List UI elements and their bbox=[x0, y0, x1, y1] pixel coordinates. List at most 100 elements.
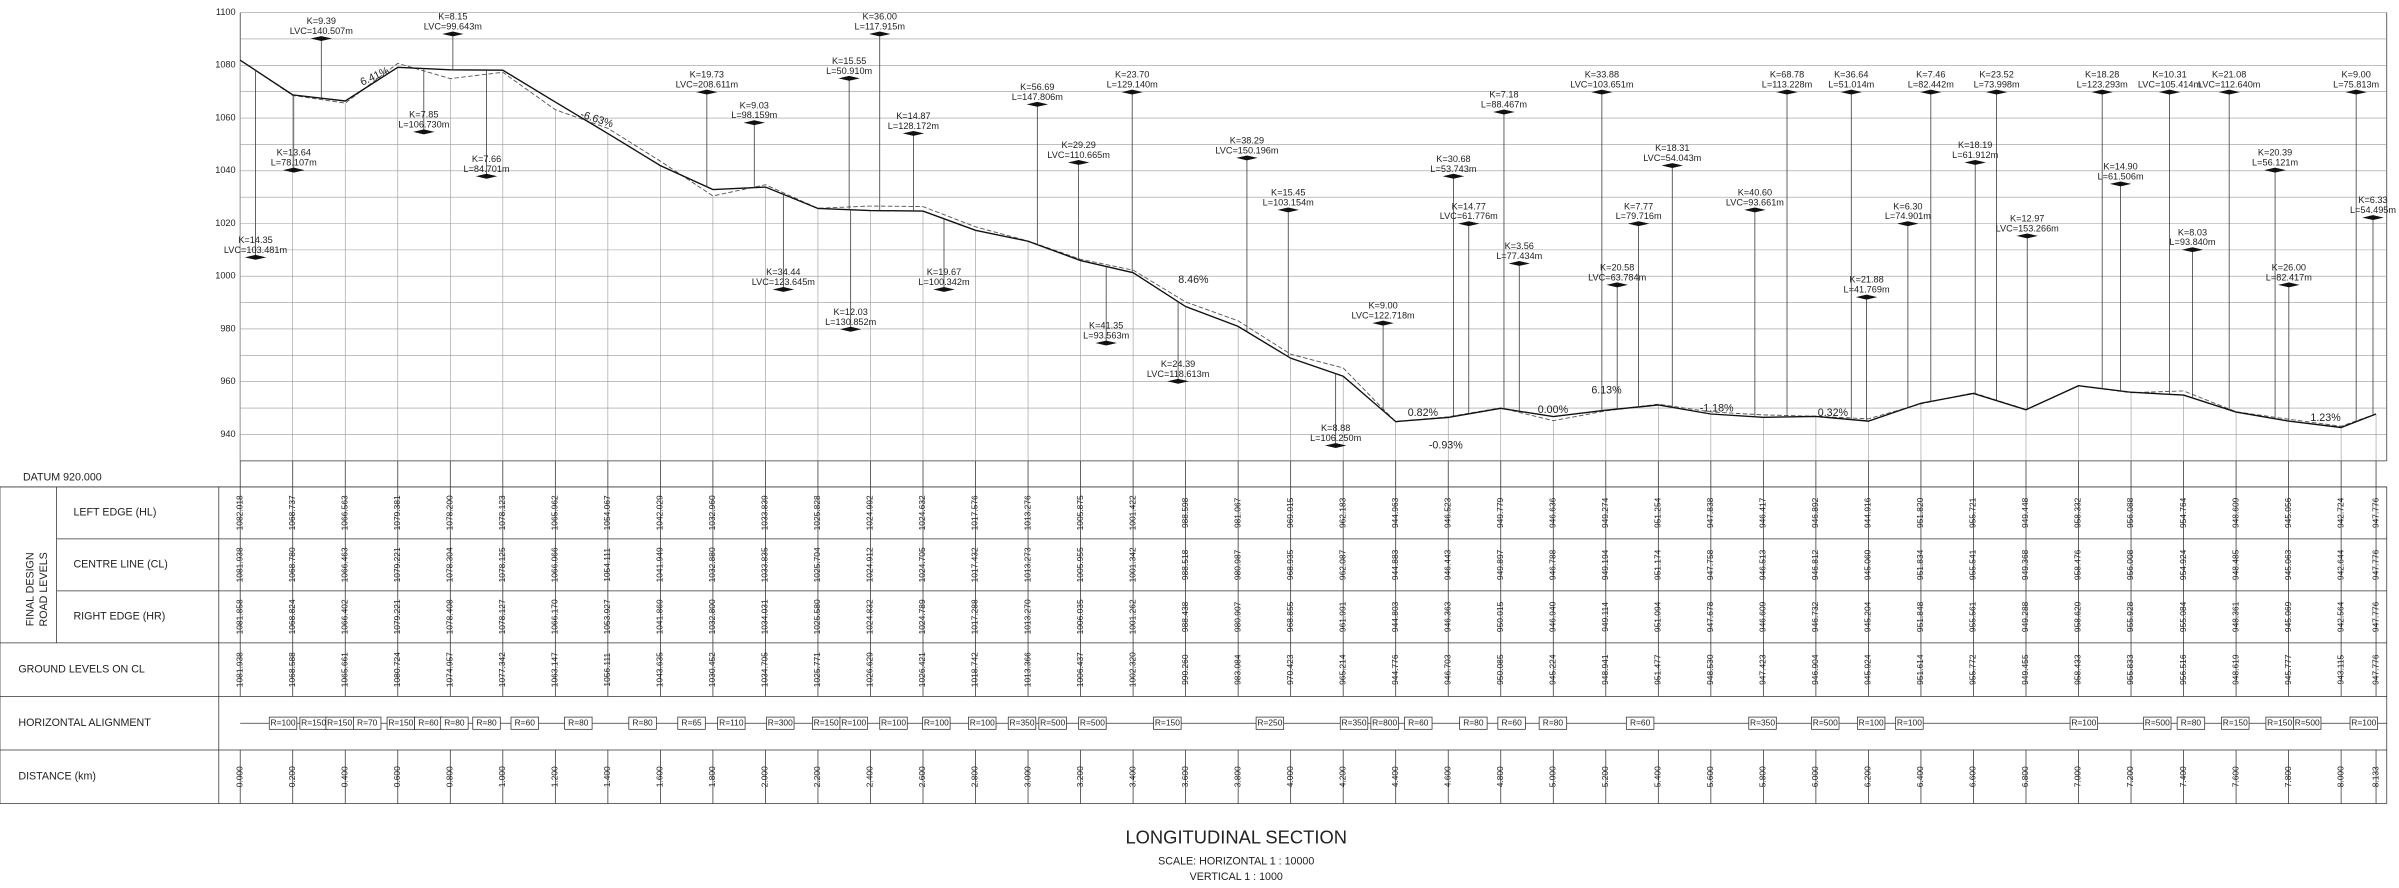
curve-length: L=84.701m bbox=[463, 164, 509, 174]
curve-marker bbox=[1744, 207, 1765, 212]
curve-marker bbox=[245, 255, 266, 260]
level-value: 951.094 bbox=[1653, 601, 1663, 632]
level-value: 1042.029 bbox=[655, 495, 665, 530]
level-value: 944.963 bbox=[1390, 497, 1400, 528]
radius-label: R=60 bbox=[515, 717, 536, 727]
level-value: 945.224 bbox=[1547, 654, 1557, 685]
level-value: 958.620 bbox=[2073, 601, 2083, 632]
level-value: 1080.724 bbox=[392, 652, 402, 687]
curve-marker bbox=[1509, 261, 1530, 266]
level-value: 946.732 bbox=[1810, 601, 1820, 632]
group-label: ROAD LEVELS bbox=[38, 552, 50, 626]
level-value: 1026.421 bbox=[917, 652, 927, 687]
level-value: 1068.737 bbox=[287, 495, 297, 530]
level-value: 947.776 bbox=[2370, 654, 2380, 685]
radius-label: R=500 bbox=[1080, 717, 1105, 727]
row-label: CENTRE LINE (CL) bbox=[73, 559, 167, 571]
radius-label: R=100 bbox=[1897, 717, 1922, 727]
level-value: 1081.938 bbox=[234, 652, 244, 687]
radius-label: R=60 bbox=[1408, 717, 1429, 727]
level-value: 1024.789 bbox=[917, 599, 927, 634]
curve-marker bbox=[2159, 90, 2180, 95]
level-value: 1074.957 bbox=[445, 652, 455, 687]
curve-length: LVC=118.613m bbox=[1147, 369, 1210, 379]
y-tick-label: 1000 bbox=[215, 271, 235, 281]
level-value: 1065.962 bbox=[550, 495, 560, 530]
level-value: 1024.912 bbox=[865, 547, 875, 582]
level-value: 945.056 bbox=[2283, 497, 2293, 528]
level-value: 945.924 bbox=[1863, 654, 1873, 685]
curve-length: LVC=93.661m bbox=[1726, 197, 1784, 207]
level-value: 1017.576 bbox=[970, 495, 980, 530]
grade-label: 6.41% bbox=[358, 65, 391, 89]
curve-length: L=98.159m bbox=[731, 110, 777, 120]
row-label: HORIZONTAL ALIGNMENT bbox=[18, 717, 151, 729]
curve-marker bbox=[1493, 110, 1514, 115]
level-value: 956.516 bbox=[2178, 654, 2188, 685]
level-value: 949.274 bbox=[1600, 497, 1610, 528]
level-value: 965.214 bbox=[1337, 654, 1347, 685]
y-tick-label: 960 bbox=[220, 376, 235, 386]
curve-marker bbox=[442, 32, 463, 37]
curve-k: K=7.85 bbox=[409, 109, 438, 119]
row-label: RIGHT EDGE (HR) bbox=[73, 611, 165, 623]
level-value: 956.008 bbox=[2125, 549, 2135, 580]
radius-label: R=150 bbox=[2267, 717, 2292, 727]
curve-marker bbox=[1964, 160, 1985, 165]
radius-label: R=150 bbox=[1155, 717, 1180, 727]
level-value: 1041.949 bbox=[655, 547, 665, 582]
level-value: 1078.125 bbox=[497, 547, 507, 582]
curve-k: K=56.69 bbox=[1020, 82, 1054, 92]
level-value: 1034.705 bbox=[760, 652, 770, 687]
level-value: 988.438 bbox=[1180, 601, 1190, 632]
level-value: 1025.704 bbox=[812, 547, 822, 582]
curve-marker bbox=[1606, 282, 1627, 287]
level-value: 955.541 bbox=[1968, 549, 1978, 580]
curve-k: K=41.35 bbox=[1089, 321, 1123, 331]
curve-marker bbox=[1443, 174, 1464, 179]
curve-length: L=117.915m bbox=[854, 22, 905, 32]
radius-label: R=80 bbox=[568, 717, 589, 727]
curve-k: K=9.00 bbox=[1368, 301, 1397, 311]
level-value: 1063.147 bbox=[550, 652, 560, 687]
level-value: 944.776 bbox=[1390, 654, 1400, 685]
level-value: 944.883 bbox=[1390, 549, 1400, 580]
level-value: 1025.771 bbox=[812, 652, 822, 687]
distance-value: 0.200 bbox=[287, 766, 297, 787]
radius-label: R=100 bbox=[1859, 717, 1884, 727]
distance-value: 0.400 bbox=[339, 766, 349, 787]
level-value: 1066.170 bbox=[550, 599, 560, 634]
level-value: 968.935 bbox=[1285, 549, 1295, 580]
grade-label: 0.00% bbox=[1538, 404, 1569, 416]
curve-length: L=129.140m bbox=[1107, 80, 1159, 90]
centre-line bbox=[240, 60, 2376, 427]
curve-k: K=21.08 bbox=[2212, 70, 2246, 80]
level-value: 1001.262 bbox=[1127, 599, 1137, 634]
curve-k: K=30.68 bbox=[1436, 154, 1470, 164]
curve-k: K=8.03 bbox=[2178, 227, 2207, 237]
level-value: 943.115 bbox=[2335, 654, 2345, 684]
distance-value: 3.000 bbox=[1022, 766, 1032, 787]
level-value: 1081.938 bbox=[234, 547, 244, 582]
curve-length: LVC=63.784m bbox=[1588, 272, 1646, 282]
level-value: 1078.304 bbox=[445, 547, 455, 582]
level-value: 946.940 bbox=[1547, 601, 1557, 632]
distance-value: 2.000 bbox=[760, 766, 770, 787]
curve-k: K=38.29 bbox=[1230, 135, 1264, 145]
level-value: 951.834 bbox=[1915, 549, 1925, 580]
distance-value: 1.000 bbox=[497, 766, 507, 787]
level-value: 955.928 bbox=[2125, 601, 2135, 632]
level-value: 958.476 bbox=[2073, 549, 2083, 580]
level-value: 946.788 bbox=[1547, 549, 1557, 580]
level-value: 1054.067 bbox=[602, 495, 612, 530]
level-value: 990.260 bbox=[1180, 654, 1190, 685]
curve-k: K=10.31 bbox=[2152, 70, 2186, 80]
curve-length: L=147.806m bbox=[1012, 92, 1064, 102]
level-value: 1068.588 bbox=[287, 652, 297, 687]
distance-value: 4.600 bbox=[1442, 766, 1452, 787]
curve-k: K=18.28 bbox=[2085, 70, 2119, 80]
curve-marker bbox=[1591, 90, 1612, 95]
level-value: 1024.992 bbox=[865, 495, 875, 530]
level-value: 950.015 bbox=[1495, 601, 1505, 632]
curve-marker bbox=[413, 129, 434, 134]
